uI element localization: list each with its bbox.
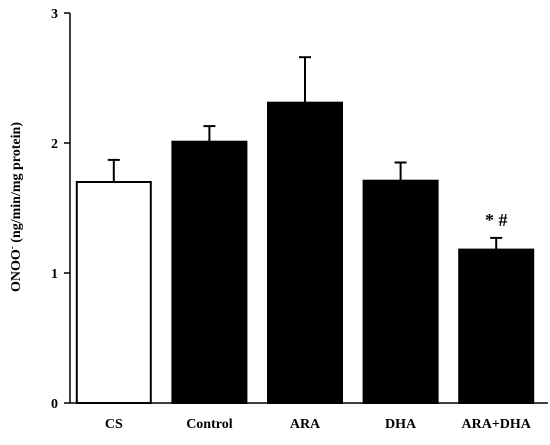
y-tick-label-1: 1 <box>51 267 58 282</box>
error-bars-layer <box>107 56 503 250</box>
y-tick-label-3: 3 <box>51 7 58 22</box>
y-axis-label-main: ONOO <box>9 249 24 292</box>
bar-ara-dha <box>458 248 535 404</box>
y-axis-label-superscript: - <box>7 246 17 249</box>
x-tick-label-cs: CS <box>105 417 123 432</box>
bar-cs <box>75 181 152 404</box>
y-axis-label: ONOO- (ng/min/mg protein) <box>7 122 24 292</box>
y-tick-label-0: 0 <box>51 397 58 412</box>
y-ticks-layer: 0 1 2 3 <box>51 7 70 412</box>
x-tick-label-ara-dha: ARA+DHA <box>461 417 531 432</box>
x-tick-label-control: Control <box>186 417 233 432</box>
significance-annotation: * # <box>485 210 508 230</box>
bar-dha <box>362 179 439 404</box>
bar-ara <box>267 101 343 404</box>
annotations-layer: * # <box>485 210 508 230</box>
x-tick-label-dha: DHA <box>385 417 417 432</box>
axes-layer <box>69 13 548 404</box>
x-tick-label-ara: ARA <box>290 417 321 432</box>
x-labels-layer: CS Control ARA DHA ARA+DHA <box>105 417 532 432</box>
bar-control <box>171 140 248 404</box>
y-tick-label-2: 2 <box>51 137 58 152</box>
bars-layer <box>75 101 535 404</box>
y-axis-label-rest: (ng/min/mg protein) <box>9 122 24 247</box>
